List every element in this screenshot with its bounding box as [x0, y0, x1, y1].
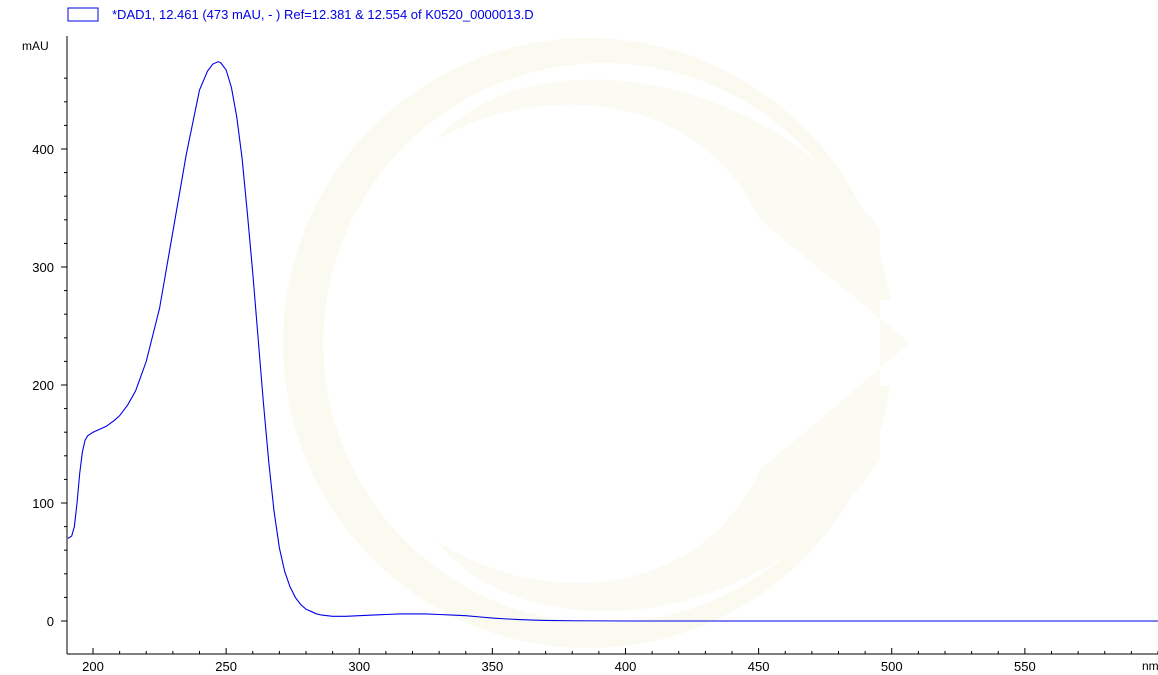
x-tick-label: 250	[215, 659, 237, 674]
watermark-logo	[283, 38, 910, 649]
x-tick-label: 450	[748, 659, 770, 674]
x-tick-label: 200	[82, 659, 104, 674]
series-line	[67, 61, 1158, 622]
axes	[66, 36, 1158, 655]
legend-label: *DAD1, 12.461 (473 mAU, - ) Ref=12.381 &…	[112, 7, 534, 22]
x-tick-label: 400	[615, 659, 637, 674]
x-ticks: 200 250 300 350 400 450 500 550	[82, 648, 1158, 674]
y-axis-label: mAU	[22, 39, 49, 53]
y-tick-label: 400	[32, 142, 54, 157]
x-tick-label: 300	[348, 659, 370, 674]
legend: *DAD1, 12.461 (473 mAU, - ) Ref=12.381 &…	[67, 7, 534, 22]
x-tick-label: 350	[482, 659, 504, 674]
watermark-arc	[283, 38, 891, 649]
y-tick-label: 100	[32, 496, 54, 511]
legend-swatch	[67, 7, 99, 22]
y-tick-label: 0	[47, 614, 54, 629]
y-tick-label: 200	[32, 378, 54, 393]
x-axis-label: nm	[1142, 659, 1158, 673]
x-tick-label: 550	[1014, 659, 1036, 674]
y-tick-label: 300	[32, 260, 54, 275]
x-tick-label: 500	[881, 659, 903, 674]
y-ticks: 0 100 200 300 400	[32, 77, 67, 629]
watermark-inner	[436, 79, 910, 612]
